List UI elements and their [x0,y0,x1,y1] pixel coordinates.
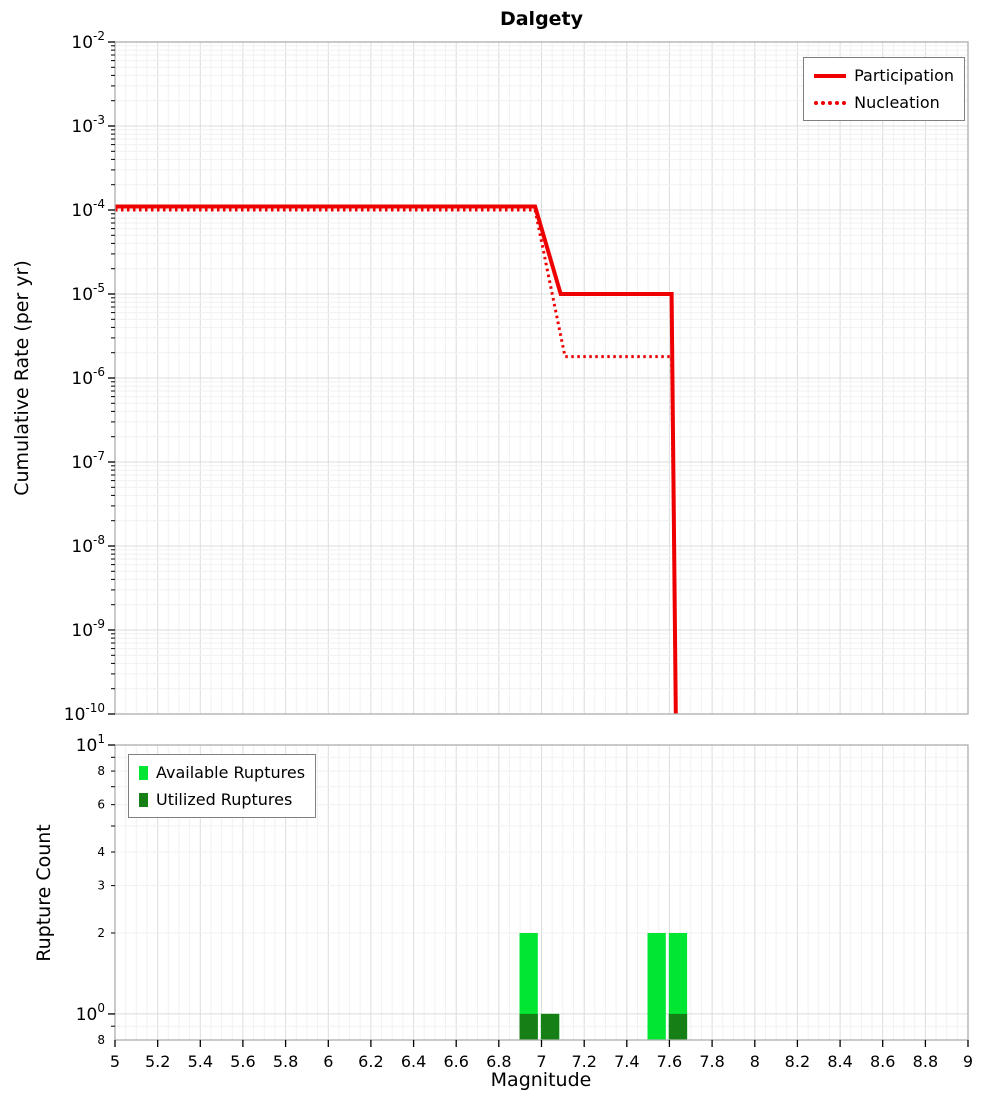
x-tick-label: 5.8 [273,1052,298,1071]
x-tick-label: 6.6 [443,1052,468,1071]
svg-text:4: 4 [97,845,105,859]
nucleation-legend-label: Nucleation [854,93,940,112]
rate-panel: 10-2 10-3 10-4 10-5 10-6 10-7 10-8 10-9 10-10 [64,29,969,725]
x-tick-label: 8.6 [870,1052,895,1071]
svg-text:10-10: 10-10 [64,701,105,725]
svg-text:10-7: 10-7 [71,449,105,473]
svg-text:10-2: 10-2 [71,29,105,53]
x-tick-label: 6.4 [401,1052,426,1071]
available-ruptures-bar [519,933,538,1040]
x-tick-label: 7.4 [614,1052,639,1071]
x-tick-label: 8.2 [785,1052,810,1071]
svg-text:2: 2 [97,926,105,940]
x-tick-label: 5 [110,1052,120,1071]
participation-legend-label: Participation [854,66,954,85]
available-ruptures-swatch [139,765,148,780]
svg-text:101: 101 [76,732,105,756]
svg-text:100: 100 [76,1001,105,1025]
available-ruptures-bar [668,933,688,1040]
legend-entry-nucleation: Nucleation [814,89,954,116]
x-tick-label: 6 [323,1052,333,1071]
svg-text:6: 6 [97,798,105,812]
rupture-legend: Available Ruptures Utilized Ruptures [128,754,317,818]
svg-text:3: 3 [97,879,105,893]
svg-text:10-3: 10-3 [71,113,105,137]
svg-text:8: 8 [97,764,105,778]
x-tick-label: 5.2 [145,1052,170,1071]
utilized-ruptures-bar [668,1013,688,1040]
x-tick-label: 6.2 [358,1052,383,1071]
x-tick-label: 5.6 [230,1052,255,1071]
x-tick-label: 8.8 [913,1052,938,1071]
x-tick-label: 9 [963,1052,973,1071]
svg-text:10-6: 10-6 [71,365,105,389]
svg-text:8: 8 [97,1033,105,1047]
utilized-ruptures-swatch [139,792,148,807]
utilized-ruptures-bar [519,1013,538,1040]
x-tick-label: 8.4 [827,1052,852,1071]
x-tick-label: 7 [536,1052,546,1071]
y-axis-label-count: Rupture Count [33,824,55,962]
participation-line [115,204,678,714]
x-tick-label: 7.2 [571,1052,596,1071]
x-tick-label: 7.8 [699,1052,724,1071]
x-tick-label: 8 [750,1052,760,1071]
y-axis-label-rate: Cumulative Rate (per yr) [11,260,33,496]
svg-text:10-8: 10-8 [71,533,105,557]
x-tick-label: 7.6 [657,1052,682,1071]
available-ruptures-bar [647,933,666,1040]
svg-text:10-4: 10-4 [71,197,105,221]
x-axis-label: Magnitude [490,1069,592,1091]
legend-entry-available: Available Ruptures [139,759,305,786]
x-tick-label: 5.4 [188,1052,213,1071]
legend-entry-participation: Participation [814,62,954,89]
svg-text:10-5: 10-5 [71,281,105,305]
x-tick-label: 6.8 [486,1052,511,1071]
participation-line-swatch [814,73,847,78]
rate-legend: Participation Nucleation [803,57,965,121]
utilized-legend-label: Utilized Ruptures [156,790,293,809]
utilized-ruptures-bar [540,1013,560,1040]
available-legend-label: Available Ruptures [156,763,306,782]
legend-entry-utilized: Utilized Ruptures [139,786,305,813]
nucleation-line-swatch [814,100,847,105]
svg-text:10-9: 10-9 [71,617,105,641]
chart-title: Dalgety [499,8,584,30]
